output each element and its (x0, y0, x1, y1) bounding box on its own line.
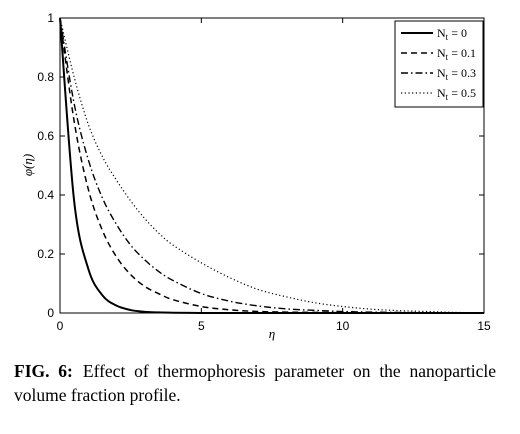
legend-label-2: Nt = 0.3 (437, 66, 476, 82)
x-axis-label: η (269, 326, 275, 341)
figure-caption: FIG. 6: Effect of thermophoresis paramete… (14, 359, 496, 407)
legend-label-1: Nt = 0.1 (437, 46, 476, 62)
plot-frame (59, 17, 485, 314)
y-tick-label: 0.8 (37, 70, 54, 84)
y-axis-label: φ(η) (20, 154, 35, 176)
legend: Nt = 0 Nt = 0.1 Nt = 0.3 Nt = 0.5 (394, 20, 484, 108)
y-tick-label: 0.2 (37, 247, 54, 261)
y-tick-label: 0.4 (37, 188, 54, 202)
series-line-3 (59, 17, 485, 314)
series-line-2 (59, 17, 485, 314)
legend-label-0: Nt = 0 (437, 26, 467, 42)
x-tick-label: 15 (477, 319, 491, 333)
y-tick-label: 0 (47, 306, 54, 320)
axis-ticks: 0 5 10 15 0 0.2 0.4 0.6 0.8 1 (37, 11, 491, 333)
x-tick-label: 5 (198, 319, 205, 333)
figure-caption-label: FIG. 6: (14, 361, 73, 381)
y-tick-label: 1 (47, 11, 54, 25)
x-tick-label: 0 (57, 319, 64, 333)
y-tick-label: 0.6 (37, 129, 54, 143)
figure-caption-text: Effect of thermophoresis parameter on th… (14, 361, 496, 405)
legend-label-3: Nt = 0.5 (437, 86, 476, 102)
x-tick-label: 10 (336, 319, 350, 333)
legend-box (394, 20, 484, 108)
